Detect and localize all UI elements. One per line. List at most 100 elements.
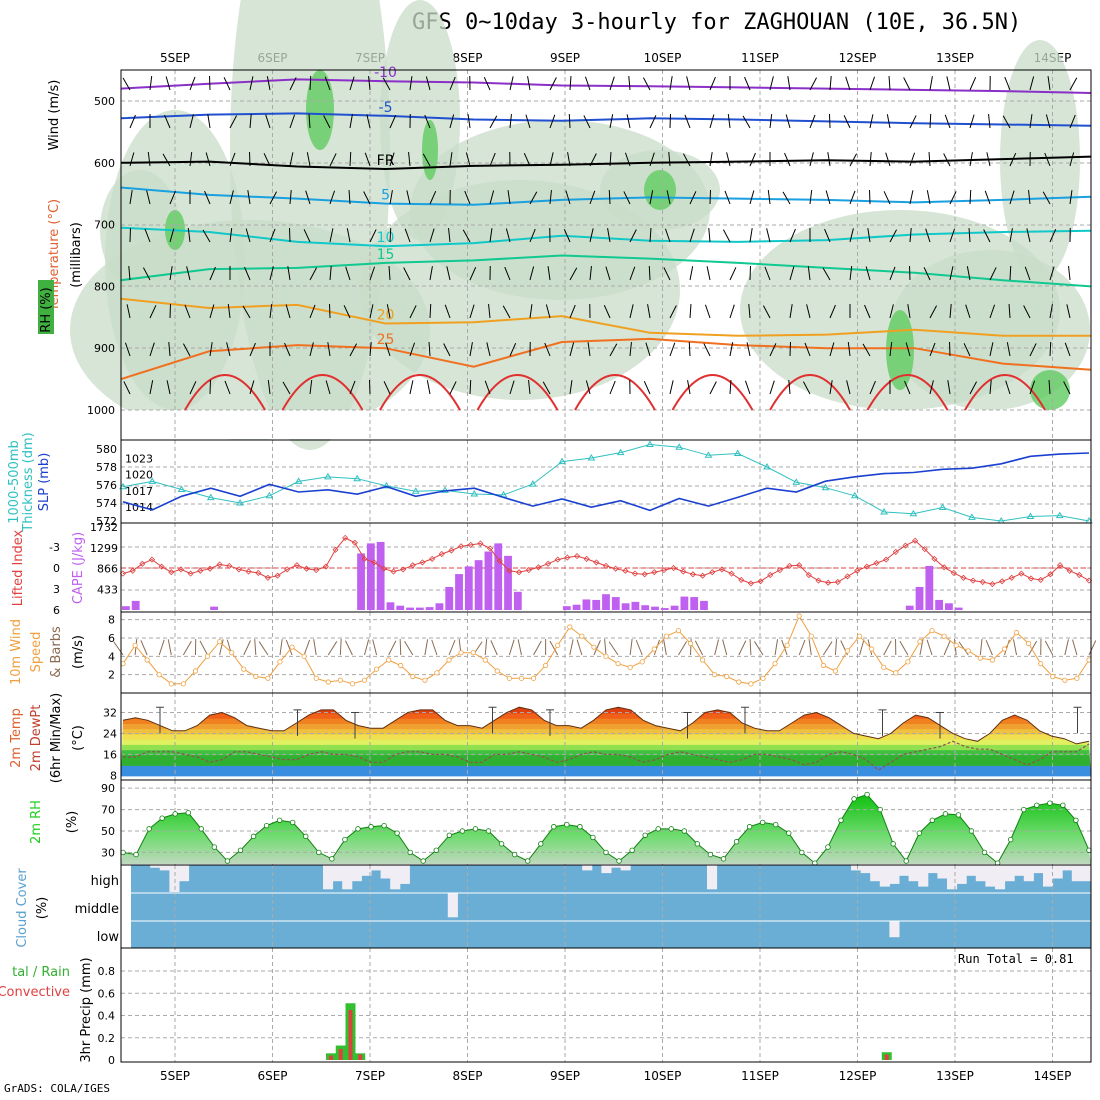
temp-band [121,717,1091,724]
wind-speed-point [603,653,609,659]
rh-point [303,833,309,840]
wind-barb [1026,228,1031,243]
cloud-cell [1071,865,1082,882]
wind-speed-point [615,661,621,667]
wind-barb [349,76,355,91]
wind-barb [409,342,416,357]
rh-point [1021,806,1027,813]
wind-barb [489,228,493,243]
cape-bar [660,608,669,610]
wind-barb [888,75,891,91]
wind-barb [669,342,676,357]
wind-barb [448,228,451,243]
isotherm-label: -10 [374,65,397,81]
wind-barb [226,342,231,357]
wind-barb [348,189,351,205]
thickness-axis-label: 1000-500mb [7,440,22,524]
wind-speed-point [530,675,537,681]
wind-barb [963,343,971,357]
wind-barb [1063,381,1071,395]
thickness-point [850,491,859,499]
wind-barb [184,304,191,319]
cloud-cell [889,865,900,884]
wind-barb [409,305,417,319]
temp-tick-label: 24 [103,727,117,740]
wind-barb [864,304,871,319]
lifted-index-point [496,557,503,565]
wind-barb [643,381,651,395]
thickness-point [528,480,537,487]
wind-barb [569,75,572,91]
wind-barb [542,381,551,395]
wind-barb [309,304,316,319]
lifted-index-point [612,565,619,572]
wind10-barb [604,639,607,656]
wind-barb [489,115,498,129]
wind-ylabel: (m/s) [71,635,86,669]
wind-barb [469,342,473,357]
wind-barb [209,304,215,319]
rh-point [1034,802,1040,808]
wind10-barb [774,639,779,656]
wind-tick-label: 2 [108,669,115,682]
wind-speed-point [832,668,839,674]
wind-barb [609,380,616,395]
wind-barb [165,76,171,91]
wind-barb [166,380,171,395]
lifted-index-point [206,565,214,572]
wind-barb [563,229,571,243]
thickness-point [236,499,244,506]
wind-barb [909,115,917,129]
cape-bar [455,574,463,610]
wind-barb [703,343,711,357]
wind10-barb [303,639,311,656]
wind-barb [889,342,893,357]
cape-bar [357,553,365,610]
cape-bar [631,601,640,610]
wind-barb [247,190,251,205]
wind-barb [549,77,557,91]
wind-barb [324,76,331,91]
lifted-index-point [776,567,783,574]
isotherm-line [120,297,1091,337]
wind-barb [849,228,854,243]
wind10-barb [678,641,688,656]
wind-barb [329,153,337,167]
lifted-index-point [960,574,967,581]
isotherm-line [120,254,1092,288]
wind-barb [709,152,713,167]
wind-barb [744,380,751,395]
wind10-barb [694,640,704,656]
wind-barb [426,380,431,395]
wind-barb [764,266,771,281]
wind-speed-point [1001,646,1008,652]
wind-barb [787,76,791,91]
temp-band [121,738,1091,745]
rh-point [551,824,557,830]
precip-tick-label: 0 [108,1054,115,1067]
wind-barb [169,228,175,243]
lifted-index-point [139,560,146,567]
pressure-tick-label: 1000 [87,404,115,417]
cloud-cell [707,865,718,890]
wind-barb [689,266,694,281]
slp-tick-label: 1020 [125,469,153,482]
rh-point [890,841,896,847]
precip-convective-bar [348,1009,353,1060]
precip-tick-label: 0.8 [98,965,116,978]
dewpoint-line [123,740,1090,771]
thickness-point [411,487,420,494]
wind-speed-point [579,633,585,639]
wind-barb [325,380,331,395]
wind-barb [547,266,551,281]
lifted-index-point [515,569,523,576]
cape-bar [494,543,503,610]
cloud-cell [918,865,929,887]
cape-bar [945,603,953,610]
wind-speed-point [627,664,633,670]
wind10-barb [754,641,764,656]
lifted-index-point [448,547,455,554]
temp-tick-label: 8 [110,769,117,782]
wind10-barb [899,640,909,656]
cloud-cell [332,865,343,882]
